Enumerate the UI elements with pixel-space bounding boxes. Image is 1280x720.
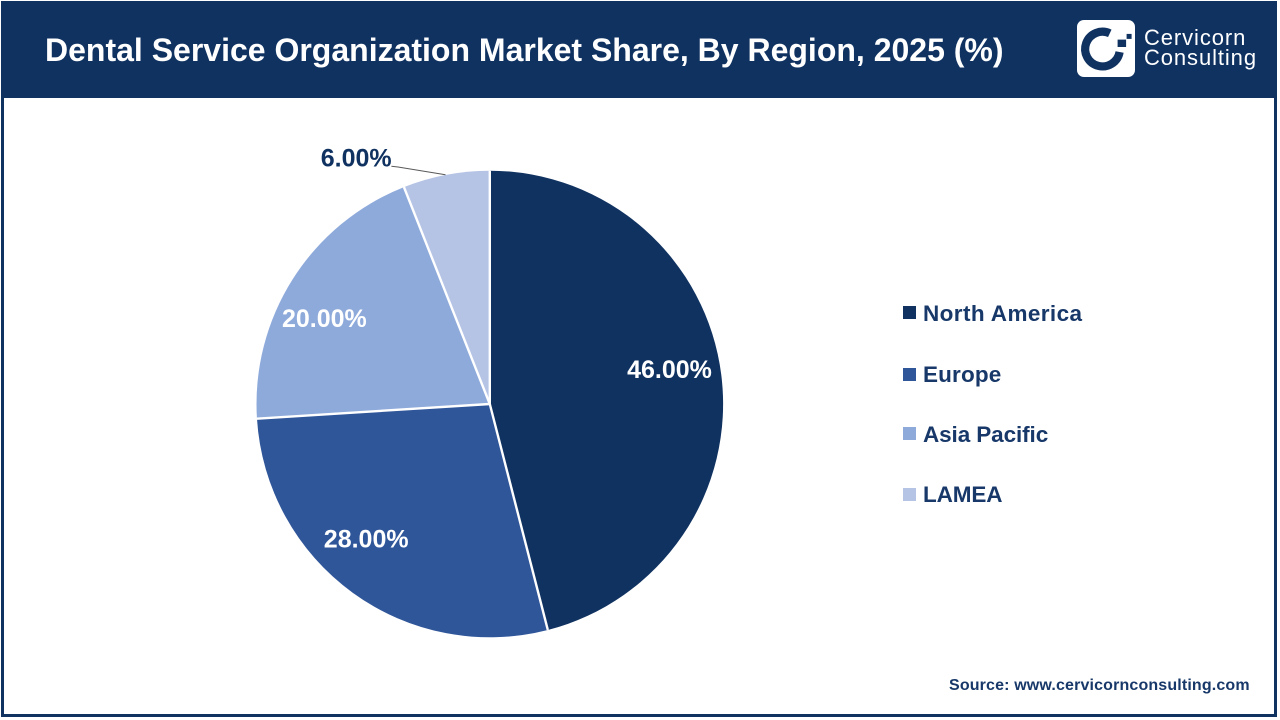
svg-text:28.00%: 28.00% bbox=[324, 526, 409, 554]
svg-text:20.00%: 20.00% bbox=[282, 305, 367, 333]
svg-text:6.00%: 6.00% bbox=[321, 145, 392, 173]
svg-text:46.00%: 46.00% bbox=[627, 356, 712, 384]
